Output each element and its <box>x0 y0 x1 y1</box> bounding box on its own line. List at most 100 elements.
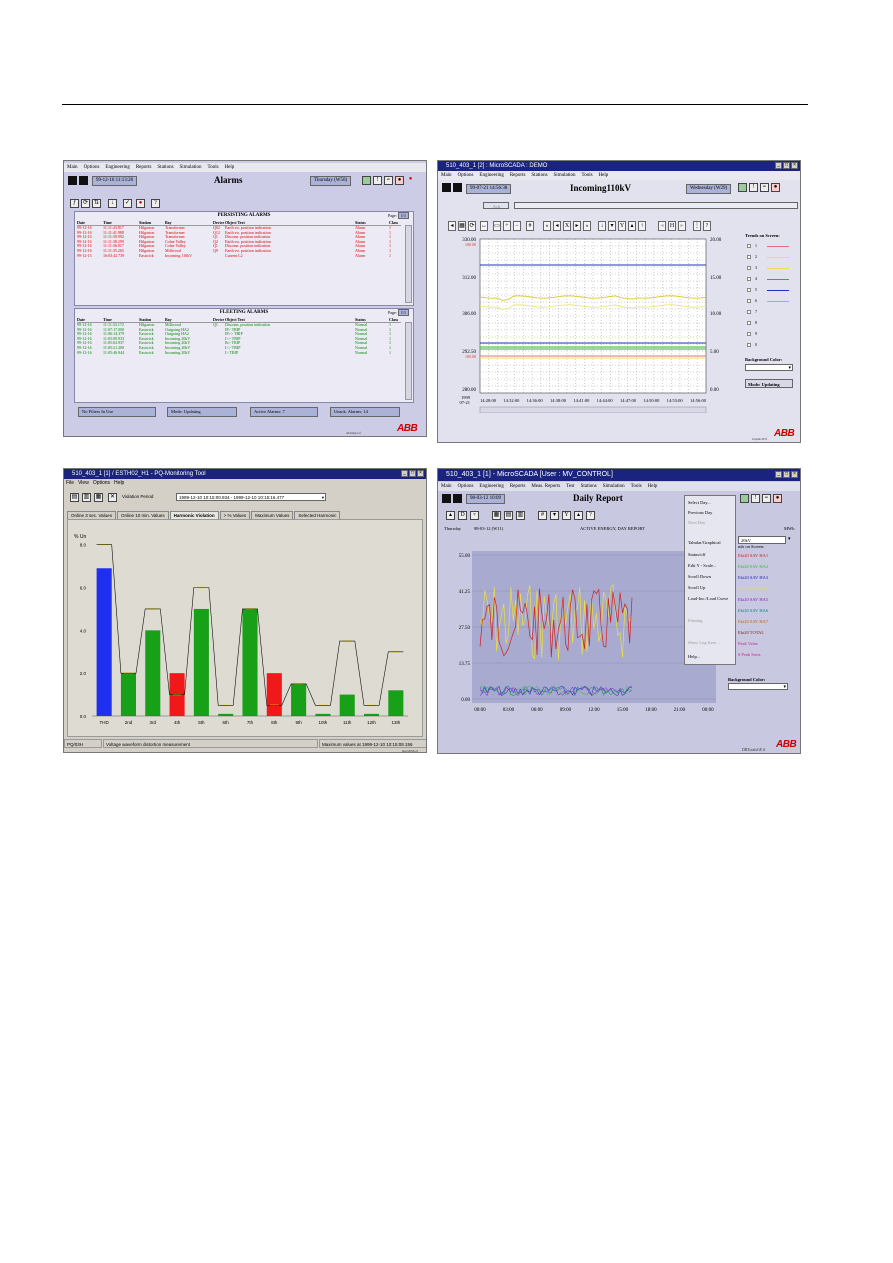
alarms-menu-reports[interactable]: Reports <box>135 165 152 170</box>
h-right-icon[interactable]: ▸ <box>678 221 686 231</box>
refresh-icon[interactable]: ⟳ <box>81 199 90 208</box>
print-icon[interactable]: ▥ <box>516 511 525 520</box>
tools-menu-item[interactable]: Next Day <box>688 520 706 525</box>
note-icon[interactable]: ▤ <box>504 511 513 520</box>
alarm-row[interactable]: 99-12-16 11:11:39.992 Hilgarton Transformer… <box>77 235 401 240</box>
down-icon[interactable]: ▾ <box>608 221 616 231</box>
trend-legend-row[interactable]: 3 <box>747 265 793 271</box>
trend-checkbox[interactable] <box>747 321 751 325</box>
tools-menu-item[interactable]: Tabular/Graphical <box>688 540 721 545</box>
daily-menu-stations[interactable]: Stations <box>580 484 597 489</box>
save-icon[interactable]: ▥ <box>82 493 91 502</box>
alarm-row[interactable]: 99-12-16 11:11:33.172 Hilgarton Millwood Q1 D… <box>77 322 401 328</box>
refresh-icon[interactable]: ⟳ <box>468 221 476 231</box>
trend-menu-main[interactable]: Main <box>441 173 452 178</box>
daily-menu-meas-reports[interactable]: Meas. Reports <box>531 484 561 489</box>
x-axis-icon[interactable]: X <box>563 221 571 231</box>
alarm-row[interactable]: 99-12-16 11:05:21.200 Eastwick Incoming 20k… <box>77 345 401 351</box>
nav-prev-icon[interactable] <box>79 176 88 185</box>
help-icon[interactable]: ? <box>703 221 711 231</box>
tools-menu-item[interactable]: Show Log Item ... <box>688 640 721 645</box>
trend-checkbox[interactable] <box>747 288 751 292</box>
event-icon[interactable]: ≡ <box>762 494 771 503</box>
trend-legend-row[interactable]: 1 <box>747 243 793 249</box>
up-bold-icon[interactable]: ↑ <box>638 221 646 231</box>
alarm-row[interactable]: 99-12-16 11:05:02.937 Eastwick Incoming 20k… <box>77 341 401 346</box>
nav-first-icon[interactable] <box>68 176 77 185</box>
tools-menu-item[interactable]: Load-Inc./Load Curve <box>688 596 729 601</box>
scale-up-icon[interactable]: ▴ <box>574 511 583 520</box>
scroll-right-icon[interactable]: ▸ <box>573 221 581 231</box>
trend-menu-engineering[interactable]: Engineering <box>479 173 504 178</box>
persisting-scrollbar[interactable] <box>405 225 412 303</box>
alarm-row[interactable]: 99-12-16 11:05:09.933 Eastwick Incoming 20k… <box>77 336 401 342</box>
daily-menu-tools[interactable]: Tools <box>630 484 642 489</box>
tab-harmonic-violation[interactable]: Harmonic Violation <box>169 511 219 519</box>
maximize-button[interactable]: □ <box>409 470 416 477</box>
trend-menu-tools[interactable]: Tools <box>581 173 593 178</box>
tools-menu-item[interactable]: Scroll Down <box>688 574 711 579</box>
station-icon[interactable] <box>740 494 749 503</box>
alarm-row[interactable]: 99-12-15 16:03:42.739 Eastwick Incoming 110… <box>77 253 401 259</box>
trend-legend-row[interactable]: 8 <box>747 320 793 326</box>
trend-checkbox[interactable] <box>747 244 751 248</box>
pq-menu-options[interactable]: Options <box>92 480 111 486</box>
close-button[interactable]: × <box>791 162 798 169</box>
print-icon[interactable]: ▦ <box>94 493 103 502</box>
violation-period-select[interactable]: 1999-12-10 10:15:00.934 - 1999-12-10 10:… <box>176 493 326 501</box>
filter-icon[interactable]: ƒ <box>70 199 79 208</box>
alarm-row[interactable]: 99-12-16 11:11:35.265 Hilgarton Millwood Q9 E… <box>77 248 401 254</box>
scale-down-icon[interactable]: ▾ <box>550 511 559 520</box>
fleeting-scrollbar[interactable] <box>405 322 412 400</box>
trend-legend-row[interactable]: 2 <box>747 254 793 260</box>
alarms-menu-stations[interactable]: Stations <box>157 165 174 170</box>
tab-selected-harmonic[interactable]: Selected Harmonic <box>294 511 341 519</box>
down-bold-icon[interactable]: ↓ <box>598 221 606 231</box>
trend-legend-row[interactable]: 5 <box>747 287 793 293</box>
ack-all-icon[interactable]: ● <box>136 199 145 208</box>
ruler-icon[interactable]: ↔ <box>480 221 488 231</box>
alarms-menu-engineering[interactable]: Engineering <box>105 165 130 170</box>
alarms-menu-options[interactable]: Options <box>83 165 100 170</box>
alarm-row[interactable]: 99-12-16 11:11:41.988 Hilgarton Transformer… <box>77 230 401 236</box>
alarm-list-icon[interactable]: ! <box>751 494 760 503</box>
up-icon[interactable]: ▴ <box>628 221 636 231</box>
tools-menu-item[interactable]: Previous Day <box>688 510 713 515</box>
alarm-list-icon[interactable]: ! <box>749 183 758 192</box>
nav-first-icon[interactable] <box>442 494 451 503</box>
tab--values[interactable]: > % Values <box>219 511 251 519</box>
trend-checkbox[interactable] <box>747 343 751 347</box>
trend-legend-row[interactable]: 4 <box>747 276 793 282</box>
trend-checkbox[interactable] <box>747 310 751 314</box>
trend-checkbox[interactable] <box>747 255 751 259</box>
scroll-first-icon[interactable]: « <box>543 221 551 231</box>
daily-menu-options[interactable]: Options <box>457 484 474 489</box>
trend-h-scrollbar[interactable] <box>479 406 707 413</box>
trend-menu-reports[interactable]: Reports <box>509 173 526 178</box>
pq-menu-file[interactable]: File <box>66 480 75 486</box>
trend-checkbox[interactable] <box>747 266 751 270</box>
zoom-box-icon[interactable]: ▭ <box>493 221 501 231</box>
tools-menu-item[interactable]: Select Day... <box>688 500 711 505</box>
trend-legend-row[interactable]: 9 <box>747 331 793 337</box>
trend-legend-row[interactable]: 0 <box>747 342 793 348</box>
y-scale-icon[interactable]: Y <box>562 511 571 520</box>
tab-maximum-values[interactable]: Maximum Values <box>251 511 294 519</box>
tools-menu-item[interactable]: Edit Y - Scale... <box>688 563 717 568</box>
voltage-select[interactable]: 20kV <box>738 536 786 544</box>
trend-menu-simulation[interactable]: Simulation <box>553 173 576 178</box>
close-button[interactable]: × <box>791 471 798 478</box>
scroll-left-icon[interactable]: ◂ <box>553 221 561 231</box>
daily-menu-help[interactable]: Help <box>647 484 658 489</box>
ack-button[interactable]: Ack. <box>483 202 509 209</box>
pq-menu-help[interactable]: Help <box>114 480 125 486</box>
minimize-button[interactable]: _ <box>775 471 782 478</box>
grid-icon[interactable]: # <box>526 221 534 231</box>
blocking-icon[interactable]: ● <box>773 494 782 503</box>
trend-checkbox[interactable] <box>747 332 751 336</box>
nav-prev-icon[interactable] <box>453 494 462 503</box>
alarms-menu-simulation[interactable]: Simulation <box>179 165 202 170</box>
scroll-last-icon[interactable]: » <box>583 221 591 231</box>
zoom-out-icon[interactable]: − <box>513 221 521 231</box>
alarm-row[interactable]: 99-12-16 11:11:38.299 Hilgarton Colne Valle… <box>77 239 401 245</box>
